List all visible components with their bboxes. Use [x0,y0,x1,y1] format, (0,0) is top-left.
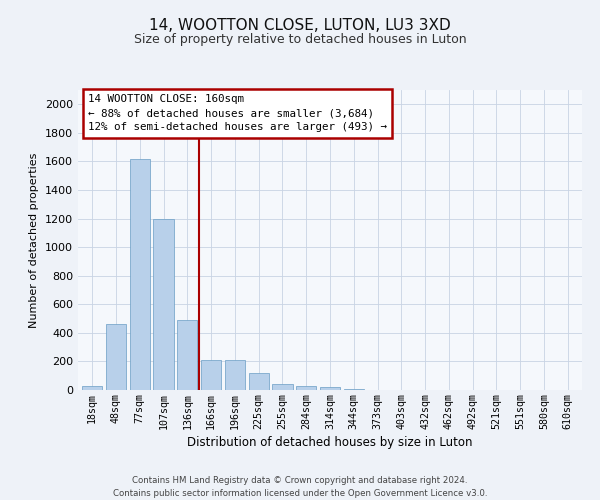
Bar [320,387,340,390]
Bar [154,218,173,390]
Text: Contains HM Land Registry data © Crown copyright and database right 2024.
Contai: Contains HM Land Registry data © Crown c… [113,476,487,498]
Bar [201,360,221,390]
Bar [225,360,245,390]
Bar [130,158,150,390]
Y-axis label: Number of detached properties: Number of detached properties [29,152,40,328]
Bar [82,386,103,390]
Bar [296,386,316,390]
Bar [177,320,197,390]
Bar [248,373,269,390]
Text: 14 WOOTTON CLOSE: 160sqm
← 88% of detached houses are smaller (3,684)
12% of sem: 14 WOOTTON CLOSE: 160sqm ← 88% of detach… [88,94,387,132]
Text: 14, WOOTTON CLOSE, LUTON, LU3 3XD: 14, WOOTTON CLOSE, LUTON, LU3 3XD [149,18,451,32]
Bar [272,384,293,390]
Bar [106,324,126,390]
X-axis label: Distribution of detached houses by size in Luton: Distribution of detached houses by size … [187,436,473,448]
Text: Size of property relative to detached houses in Luton: Size of property relative to detached ho… [134,32,466,46]
